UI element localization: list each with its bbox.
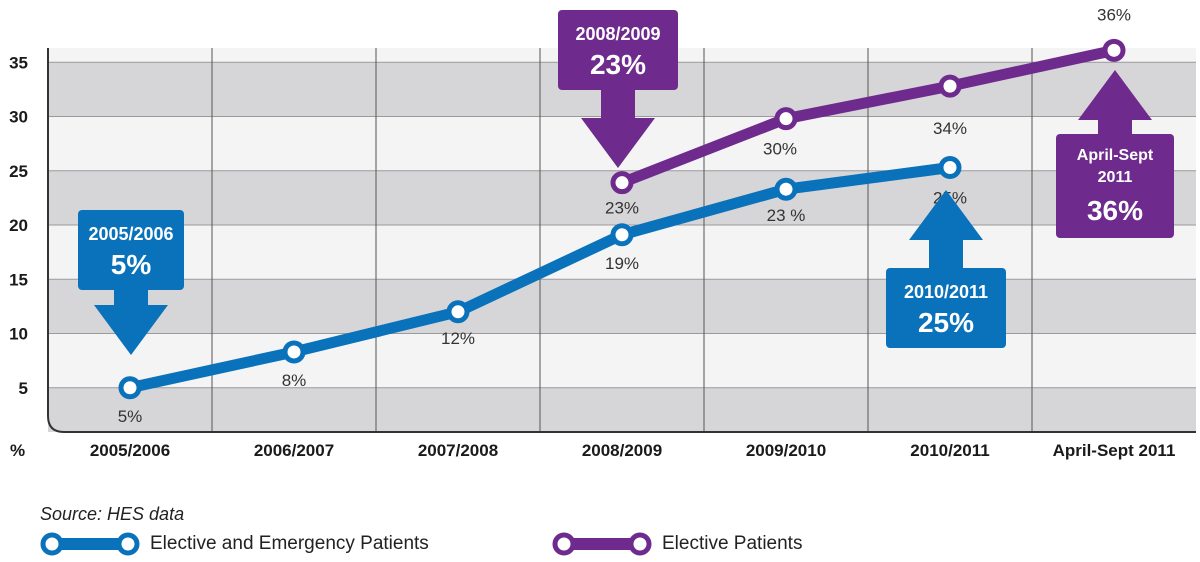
x-tick-label: 2010/2011 (910, 441, 989, 460)
data-point (774, 107, 798, 131)
data-label: 12% (441, 329, 475, 348)
y-tick-label: 30 (9, 108, 28, 127)
data-label: 23% (605, 199, 639, 218)
series-0: 5%8%12%19%23 %25% (118, 155, 967, 426)
callout-title: 2011 (1098, 169, 1133, 186)
callout-title: April-Sept (1077, 147, 1154, 164)
callout-box (558, 10, 678, 90)
data-point (118, 376, 142, 400)
grid-band (48, 387, 1196, 432)
legend-item-elective-emergency: Elective and Emergency Patients (40, 530, 429, 558)
data-point (610, 223, 634, 247)
data-label: 34% (933, 119, 967, 138)
legend-swatch-elective (552, 532, 652, 556)
series-1: 23% 30% 34% 36% (605, 5, 1131, 217)
callout-box (886, 268, 1006, 348)
grid-band (48, 279, 1196, 334)
x-tick-label: 2009/2010 (746, 441, 826, 460)
y-tick-label: 15 (9, 270, 28, 289)
x-tick-label: April-Sept 2011 (1053, 441, 1176, 460)
data-point (446, 300, 470, 324)
callout-2: 2010/2011 25% (886, 190, 1006, 348)
data-point (282, 340, 306, 364)
callout-arrow (1078, 70, 1152, 134)
data-point (774, 177, 798, 201)
callout-arrow (94, 290, 168, 355)
y-tick-label: 35 (9, 53, 28, 72)
data-point (938, 74, 962, 98)
x-tick-label: 2007/2008 (418, 441, 498, 460)
callout-1: 2008/2009 23% (558, 10, 678, 168)
y-tick-label: 5 (19, 379, 28, 398)
x-tick-label: 2008/2009 (582, 441, 662, 460)
y-unit-label: % (10, 441, 25, 460)
data-point (610, 171, 634, 195)
callout-0: 2005/2006 5% (78, 210, 184, 355)
callout-box (78, 210, 184, 290)
callout-arrow (581, 90, 655, 168)
callout-value: 23% (590, 49, 646, 80)
data-label: 23 % (767, 206, 806, 225)
data-label: 19% (605, 254, 639, 273)
x-tick-label: 2005/2006 (90, 441, 170, 460)
callout-value: 25% (918, 307, 974, 338)
data-label: 36% (1097, 5, 1131, 24)
callout-3: April-Sept 2011 36% (1056, 70, 1174, 238)
line-chart: 5 10 15 20 25 30 35% 2005/2006 2006/2007 2007/200… (9, 5, 1196, 460)
callout-title: 2005/2006 (88, 224, 173, 244)
x-tick-label: 2006/2007 (254, 441, 334, 460)
callout-value: 5% (111, 249, 152, 280)
axis-frame (47, 48, 1196, 433)
callout-arrow (909, 190, 983, 268)
callout-title: 2008/2009 (575, 24, 660, 44)
series-line (124, 161, 956, 394)
series-line (616, 44, 1120, 189)
legend-label-elective: Elective Patients (662, 533, 803, 554)
callout-value: 36% (1087, 195, 1143, 226)
source-note: Source: HES data (40, 504, 185, 524)
y-tick-label: 10 (9, 325, 28, 344)
callout-box (1056, 134, 1174, 238)
legend-item-elective: Elective Patients (552, 530, 802, 558)
callout-title: 2010/2011 (904, 282, 988, 302)
y-tick-label: 25 (9, 162, 28, 181)
y-tick-label: 20 (9, 216, 28, 235)
legend-label-elective-emergency: Elective and Emergency Patients (150, 533, 429, 554)
data-point (1102, 38, 1126, 62)
legend-swatch-elective-emergency (40, 532, 140, 556)
data-point (938, 155, 962, 179)
data-label: 8% (282, 371, 307, 390)
data-label: 30% (763, 140, 797, 159)
data-label: 5% (118, 407, 143, 426)
